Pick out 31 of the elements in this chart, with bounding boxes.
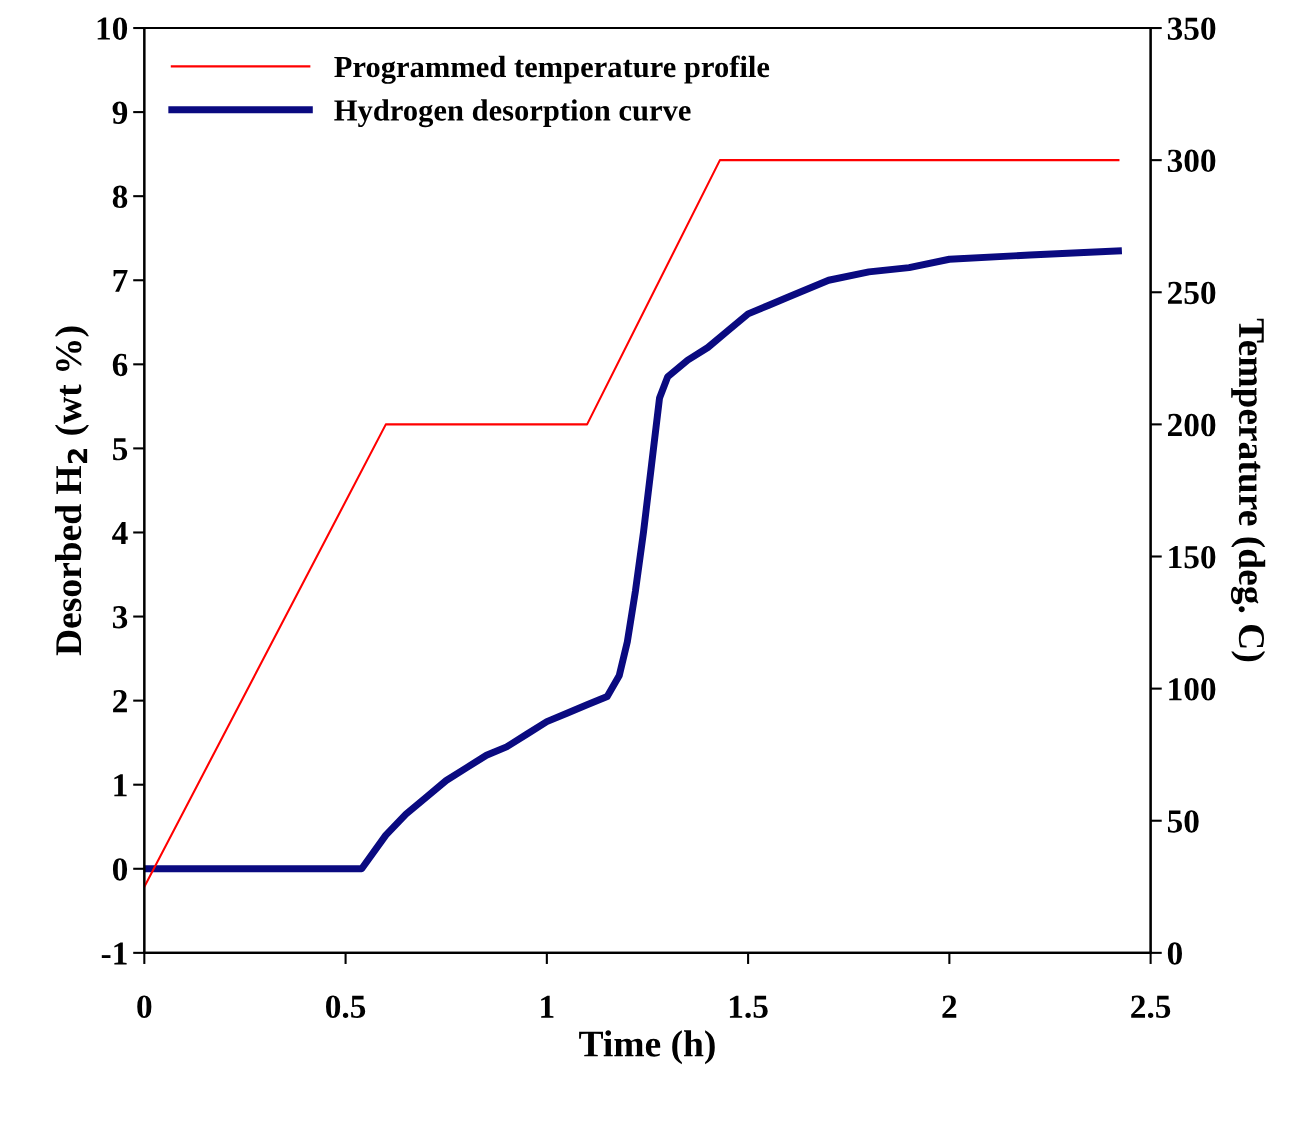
legend-label: Hydrogen desorption curve	[334, 99, 691, 128]
x-tick-label: 0.5	[326, 995, 366, 1019]
y2-tick-label: 100	[1169, 678, 1216, 701]
y-tick-label: 5	[113, 438, 128, 461]
y-tick-label: 7	[113, 269, 128, 292]
y-tick-label: 9	[112, 101, 128, 124]
y2-tick-label: 350	[1167, 17, 1216, 40]
x-tick-label: 1.5	[729, 995, 768, 1019]
y-tick-label: 2	[113, 690, 127, 713]
x-tick-label: 1	[541, 995, 554, 1018]
y-tick-label: 10	[97, 17, 128, 40]
y-tick-label: 0	[112, 858, 128, 881]
y-tick-label: 4	[112, 522, 128, 545]
y2-tick-label: 300	[1167, 149, 1216, 173]
y2-tick-label: 250	[1168, 281, 1216, 305]
y2-tick-label: 50	[1167, 810, 1199, 833]
y-axis-title: Desorbed H$_{2}$ (wt %)	[54, 326, 89, 656]
x-tick-label: 2.5	[1131, 995, 1171, 1019]
legend-label: Programmed temperature profile	[334, 55, 770, 84]
y-tick-label: 8	[112, 185, 128, 209]
x-tick-label: 2	[942, 995, 957, 1018]
y2-tick-label: 0	[1167, 942, 1182, 965]
y2-axis-title: Temperature (deg. C)	[1230, 318, 1266, 662]
y-tick-label: 1	[114, 774, 127, 797]
x-axis-title: Time (h)	[579, 1030, 715, 1065]
x-tick-label: 0	[137, 995, 152, 1018]
y-tick-label: 6	[112, 353, 128, 377]
y2-tick-label: 200	[1168, 413, 1216, 437]
y2-tick-label: 150	[1169, 545, 1216, 569]
y-tick-label: 3	[112, 606, 128, 629]
y-tick-label: -1	[101, 942, 127, 965]
